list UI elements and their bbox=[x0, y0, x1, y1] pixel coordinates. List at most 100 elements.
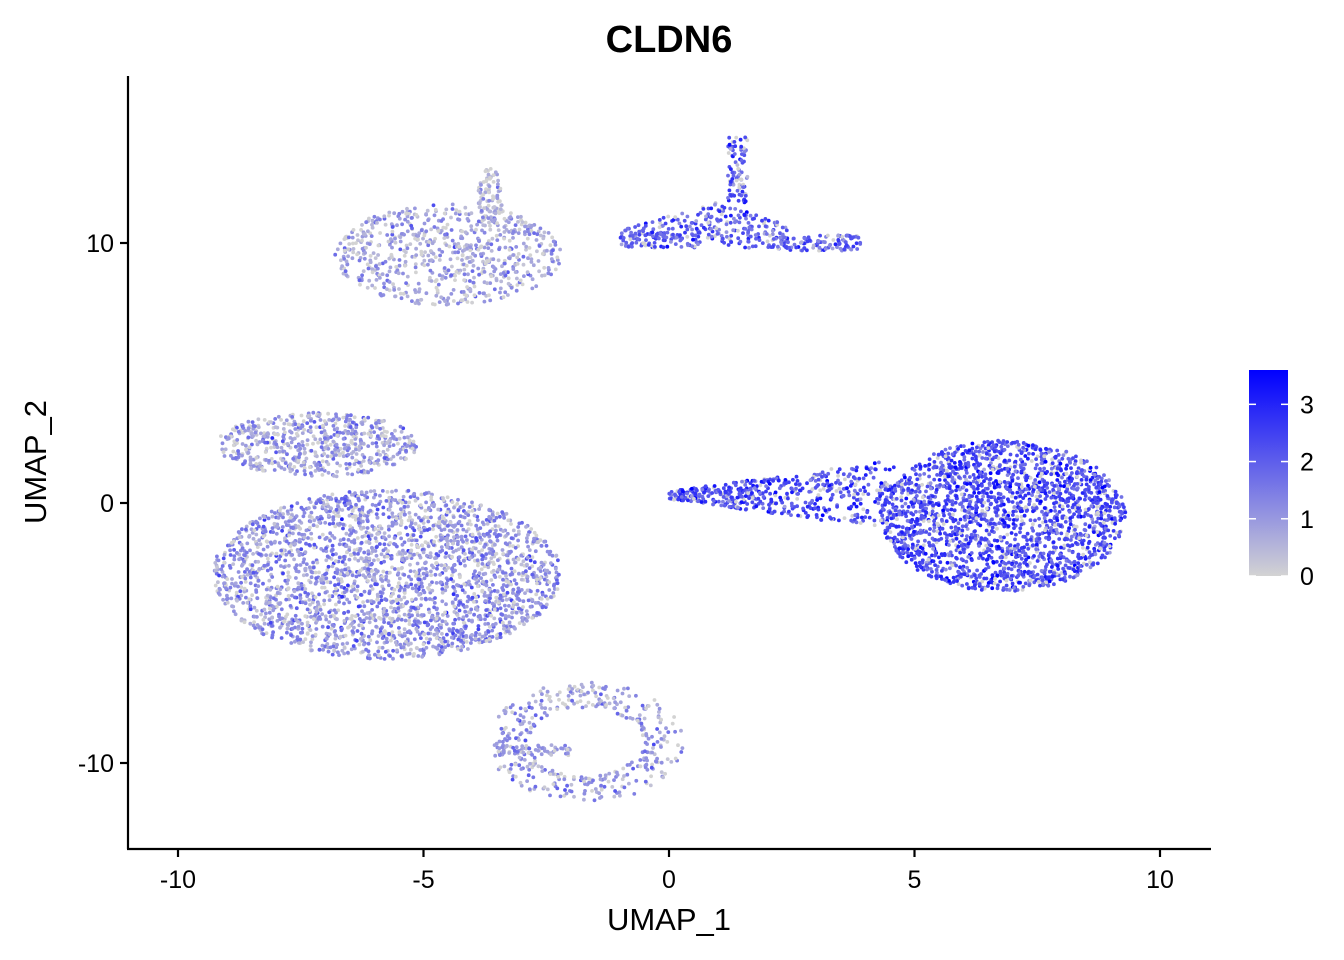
scatter-point bbox=[477, 571, 482, 576]
scatter-point bbox=[347, 446, 351, 451]
scatter-point bbox=[439, 545, 444, 549]
scatter-point bbox=[275, 584, 280, 589]
scatter-point bbox=[310, 591, 314, 596]
scatter-point bbox=[446, 268, 451, 273]
scatter-point bbox=[321, 423, 325, 428]
scatter-point bbox=[496, 558, 500, 563]
scatter-point bbox=[377, 645, 382, 650]
scatter-point bbox=[466, 647, 470, 651]
scatter-point bbox=[349, 431, 354, 436]
scatter-point bbox=[278, 625, 282, 630]
scatter-point bbox=[748, 487, 753, 492]
scatter-point bbox=[273, 460, 277, 464]
scatter-point bbox=[729, 167, 733, 172]
scatter-point bbox=[457, 608, 462, 613]
scatter-point bbox=[441, 496, 445, 500]
scatter-point bbox=[316, 602, 321, 606]
scatter-point bbox=[390, 630, 395, 634]
scatter-point bbox=[337, 653, 341, 657]
scatter-point bbox=[440, 250, 445, 254]
scatter-point bbox=[326, 462, 331, 467]
scatter-point bbox=[419, 530, 424, 535]
scatter-point bbox=[345, 471, 350, 476]
scatter-point bbox=[482, 245, 487, 250]
scatter-point bbox=[421, 550, 426, 555]
scatter-point bbox=[492, 518, 497, 523]
scatter-point bbox=[520, 282, 525, 287]
scatter-point bbox=[334, 507, 339, 512]
scatter-point bbox=[257, 524, 261, 529]
scatter-point bbox=[308, 580, 313, 585]
scatter-point bbox=[491, 265, 496, 270]
scatter-point bbox=[270, 514, 275, 519]
scatter-point bbox=[258, 516, 262, 521]
scatter-point bbox=[663, 221, 668, 226]
scatter-point bbox=[326, 649, 331, 654]
scatter-point bbox=[514, 288, 519, 293]
scatter-point bbox=[370, 545, 374, 550]
scatter-point bbox=[351, 434, 356, 439]
scatter-point bbox=[628, 237, 633, 242]
scatter-point bbox=[402, 435, 407, 440]
scatter-point bbox=[307, 598, 312, 602]
scatter-point bbox=[520, 220, 525, 225]
scatter-point bbox=[284, 539, 289, 544]
scatter-point bbox=[244, 595, 248, 600]
scatter-point bbox=[312, 518, 317, 523]
scatter-point bbox=[536, 229, 541, 234]
scatter-point bbox=[287, 563, 291, 568]
scatter-point bbox=[760, 241, 765, 246]
scatter-point bbox=[461, 615, 466, 620]
scatter-point bbox=[436, 507, 441, 512]
scatter-point bbox=[370, 225, 375, 230]
scatter-point bbox=[742, 149, 747, 154]
scatter-point bbox=[485, 259, 489, 263]
scatter-point bbox=[729, 233, 734, 238]
scatter-point bbox=[350, 256, 355, 261]
scatter-point bbox=[731, 228, 736, 233]
scatter-point bbox=[365, 526, 370, 530]
scatter-point bbox=[436, 524, 441, 528]
scatter-point bbox=[407, 511, 412, 515]
scatter-point bbox=[492, 607, 497, 612]
scatter-point bbox=[340, 642, 345, 646]
scatter-point bbox=[354, 574, 359, 579]
scatter-point bbox=[369, 613, 374, 618]
scatter-point bbox=[517, 227, 522, 232]
scatter-point bbox=[367, 216, 371, 221]
scatter-point bbox=[309, 640, 313, 645]
scatter-point bbox=[399, 654, 404, 658]
scatter-point bbox=[825, 233, 830, 238]
scatter-point bbox=[513, 560, 518, 565]
scatter-point bbox=[769, 245, 774, 250]
scatter-point bbox=[361, 600, 365, 604]
scatter-point bbox=[307, 514, 312, 519]
scatter-point bbox=[896, 484, 901, 488]
scatter-point bbox=[367, 574, 372, 579]
scatter-point bbox=[387, 508, 392, 512]
scatter-point bbox=[504, 597, 509, 602]
scatter-point bbox=[362, 589, 367, 594]
scatter-point bbox=[323, 572, 327, 577]
scatter-point bbox=[247, 445, 252, 450]
scatter-point bbox=[389, 556, 394, 561]
scatter-point bbox=[342, 497, 347, 502]
scatter-point bbox=[292, 589, 297, 594]
scatter-point bbox=[621, 238, 626, 243]
scatter-point bbox=[391, 648, 395, 653]
scatter-point bbox=[478, 190, 483, 195]
scatter-point bbox=[374, 545, 379, 550]
scatter-point bbox=[444, 602, 448, 607]
scatter-point bbox=[787, 245, 791, 250]
scatter-point bbox=[222, 552, 227, 557]
scatter-point bbox=[490, 628, 495, 633]
scatter-point bbox=[326, 470, 331, 475]
scatter-point bbox=[501, 592, 506, 597]
scatter-point bbox=[311, 523, 316, 528]
scatter-point bbox=[960, 504, 965, 509]
scatter-point bbox=[452, 505, 456, 510]
scatter-point bbox=[775, 220, 780, 225]
scatter-point bbox=[472, 293, 477, 298]
scatter-point bbox=[262, 607, 267, 612]
scatter-point bbox=[285, 452, 289, 457]
